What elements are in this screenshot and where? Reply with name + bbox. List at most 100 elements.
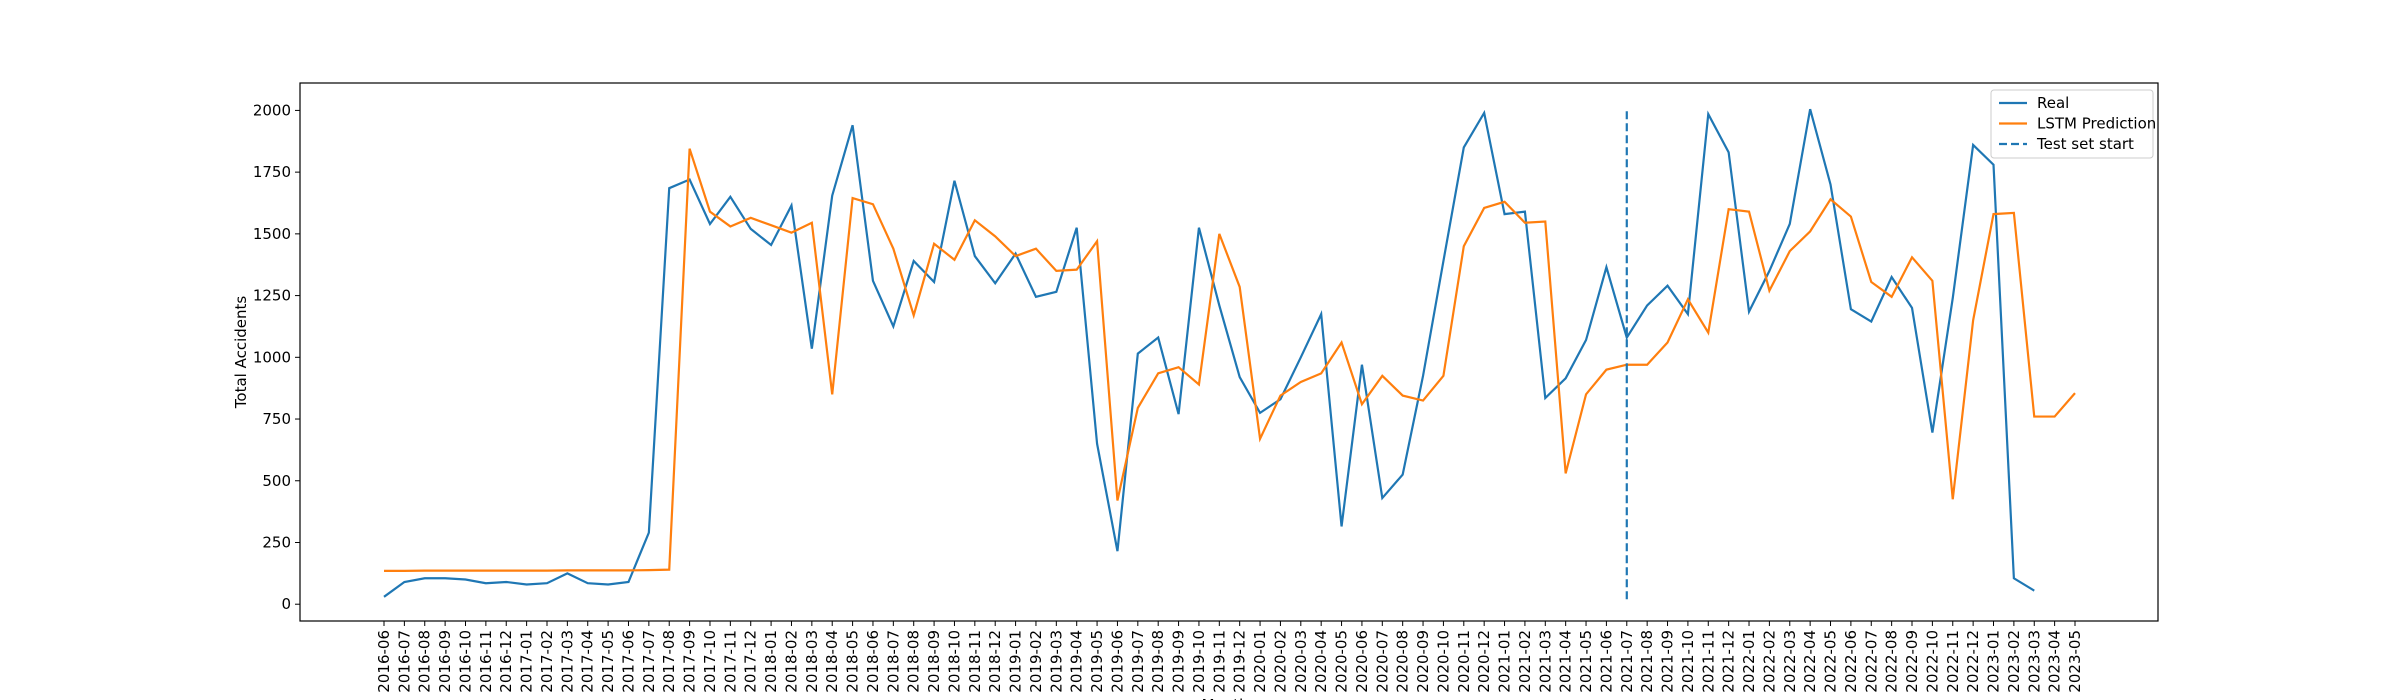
x-tick-label: 2021-05 [1577,630,1595,693]
x-tick-label: 2017-10 [701,630,719,693]
x-tick-label: 2021-09 [1659,630,1677,693]
legend-box [1990,89,2154,159]
x-tick-label: 2017-04 [579,630,597,693]
x-tick-label: 2022-03 [1781,630,1799,693]
x-tick-label: 2018-11 [966,630,984,693]
x-tick-label: 2023-02 [2005,630,2023,693]
x-tick-label: 2021-03 [1536,630,1554,693]
x-tick-label: 2018-07 [884,630,902,693]
x-tick-label: 2023-04 [2046,630,2064,693]
x-tick-label: 2022-10 [1923,630,1941,693]
x-tick-label: 2016-12 [497,630,515,693]
x-tick-label: 2017-01 [518,630,536,693]
line-series [384,148,2076,572]
x-tick-label: 2019-12 [1231,630,1249,693]
x-tick-label: 2021-04 [1557,630,1575,693]
x-tick-label: 2018-05 [844,630,862,693]
x-tick-label: 2021-10 [1679,630,1697,693]
x-tick-label: 2019-04 [1068,630,1086,693]
x-tick-label: 2020-03 [1292,630,1310,693]
x-tick-label: 2017-03 [558,630,576,693]
x-tick-label: 2020-11 [1455,630,1473,693]
x-tick-label: 2020-02 [1271,630,1289,693]
x-tick-label: 2016-07 [395,630,413,693]
x-tick-label: 2021-02 [1516,630,1534,693]
x-tick-label: 2019-02 [1027,630,1045,693]
x-axis-label: Months [1202,696,1257,700]
x-tick-label: 2017-08 [660,630,678,693]
x-tick-label: 2018-04 [823,630,841,693]
x-tick-label: 2018-12 [986,630,1004,693]
x-tick-label: 2020-05 [1333,630,1351,693]
x-tick-label: 2018-01 [762,630,780,693]
x-tick-label: 2022-02 [1760,630,1778,693]
x-tick-label: 2022-01 [1740,630,1758,693]
x-tick-label: 2017-12 [742,630,760,693]
x-tick-label: 2021-06 [1597,630,1615,693]
x-tick-label: 2019-06 [1108,630,1126,693]
x-tick-label: 2020-07 [1373,630,1391,693]
y-tick-label: 1750 [253,163,291,181]
x-tick-label: 2021-12 [1720,630,1738,693]
x-tick-label: 2022-12 [1964,630,1982,693]
x-tick-label: 2020-08 [1394,630,1412,693]
x-tick-label: 2016-10 [456,630,474,693]
x-tick-label: 2018-03 [803,630,821,693]
line-series [383,108,2035,598]
x-tick-label: 2019-08 [1149,630,1167,693]
x-tick-label: 2017-07 [640,630,658,693]
x-tick-label: 2022-11 [1944,630,1962,693]
x-tick-label: 2019-03 [1047,630,1065,693]
x-tick-label: 2017-09 [681,630,699,693]
x-tick-label: 2017-02 [538,630,556,693]
x-tick-label: 2023-05 [2066,630,2084,693]
x-tick-label: 2023-03 [2025,630,2043,693]
x-tick-label: 2017-05 [599,630,617,693]
x-tick-label: 2018-08 [905,630,923,693]
x-tick-label: 2017-11 [721,630,739,693]
x-tick-label: 2020-10 [1434,630,1452,693]
y-tick-label: 1000 [253,348,291,366]
x-tick-label: 2019-10 [1190,630,1208,693]
x-tick-label: 2018-06 [864,630,882,693]
x-tick-label: 2019-05 [1088,630,1106,693]
legend-label: Test set start [2036,135,2134,153]
plot-frame [299,82,2159,622]
x-tick-label: 2019-11 [1210,630,1228,693]
x-tick-label: 2020-04 [1312,630,1330,693]
x-tick-label: 2019-01 [1007,630,1025,693]
x-tick-label: 2018-10 [945,630,963,693]
x-tick-label: 2021-08 [1638,630,1656,693]
x-tick-label: 2022-06 [1842,630,1860,693]
y-tick-label: 2000 [253,101,291,119]
x-tick-label: 2022-07 [1862,630,1880,693]
x-tick-label: 2021-11 [1699,630,1717,693]
x-tick-label: 2020-09 [1414,630,1432,693]
y-tick-label: 750 [262,410,291,428]
x-tick-label: 2018-09 [925,630,943,693]
x-tick-label: 2016-08 [416,630,434,693]
x-tick-label: 2020-12 [1475,630,1493,693]
x-tick-label: 2018-02 [782,630,800,693]
x-tick-label: 2019-09 [1170,630,1188,693]
x-tick-label: 2016-09 [436,630,454,693]
x-tick-label: 2020-06 [1353,630,1371,693]
y-axis-label: Total Accidents [232,296,250,410]
legend-label: LSTM Prediction [2037,115,2156,133]
x-tick-label: 2016-06 [375,630,393,693]
y-tick-label: 250 [262,533,291,551]
legend-label: Real [2037,94,2069,112]
x-tick-label: 2017-06 [619,630,637,693]
x-tick-label: 2022-05 [1822,630,1840,693]
x-tick-label: 2022-08 [1883,630,1901,693]
y-tick-label: 1250 [253,287,291,305]
x-tick-label: 2022-09 [1903,630,1921,693]
x-tick-label: 2019-07 [1129,630,1147,693]
y-tick-label: 1500 [253,225,291,243]
y-tick-label: 500 [262,472,291,490]
x-tick-label: 2023-01 [1985,630,2003,693]
x-tick-label: 2016-11 [477,630,495,693]
x-tick-label: 2021-07 [1618,630,1636,693]
y-tick-label: 0 [281,595,291,613]
